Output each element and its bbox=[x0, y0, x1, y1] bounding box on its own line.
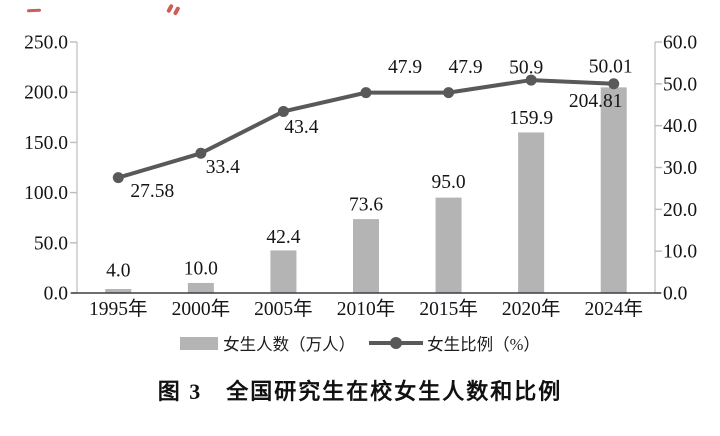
bar-value-label: 159.9 bbox=[509, 108, 553, 129]
line-legend-dot-icon bbox=[390, 337, 403, 349]
line-value-label: 43.4 bbox=[284, 117, 318, 138]
right-axis-tick-label: 50.0 bbox=[663, 74, 697, 95]
bar-value-label: 4.0 bbox=[106, 260, 130, 281]
left-axis-tick-label: 150.0 bbox=[24, 133, 68, 154]
bar-legend-label: 女生人数（万人） bbox=[223, 335, 356, 354]
left-axis-tick-label: 100.0 bbox=[24, 183, 68, 204]
line-point-2000年 bbox=[195, 147, 207, 159]
right-axis-tick-label: 0.0 bbox=[663, 284, 687, 305]
chart-legend: 女生人数（万人） 女生比例（%） bbox=[0, 333, 720, 354]
x-axis-category-label: 2024年 bbox=[584, 298, 643, 320]
line-point-2024年 bbox=[608, 78, 620, 90]
bar-2010年 bbox=[353, 219, 379, 293]
x-axis-category-label: 2000年 bbox=[172, 298, 231, 320]
bar-value-label: 204.81 bbox=[569, 91, 623, 112]
figure-caption: 图 3 全国研究生在校女生人数和比例 bbox=[157, 379, 563, 404]
line-point-2010年 bbox=[360, 87, 372, 99]
right-axis-tick-label: 20.0 bbox=[663, 200, 697, 221]
bar-1995年 bbox=[105, 288, 132, 293]
line-value-label: 50.9 bbox=[509, 58, 543, 79]
bar-2005年 bbox=[270, 250, 297, 293]
bar-value-label: 95.0 bbox=[432, 172, 466, 193]
left-axis-tick-label: 250.0 bbox=[24, 33, 68, 54]
left-axis-tick-label: 200.0 bbox=[24, 83, 68, 104]
left-axis-tick-label: 0.0 bbox=[44, 284, 68, 305]
chart-canvas: 0.0 50.0 100.0 150.0 200.0 250.0 0.0 10.0 20.0 30… bbox=[24, 33, 697, 321]
line-legend-label: 女生比例（%） bbox=[427, 335, 540, 354]
line-point-2005年 bbox=[277, 105, 289, 117]
right-axis-tick-label: 40.0 bbox=[663, 116, 697, 137]
right-axis-tick-label: 30.0 bbox=[663, 158, 697, 179]
line-value-label: 47.9 bbox=[449, 57, 483, 78]
line-point-2020年 bbox=[525, 74, 537, 86]
line-legend-marker-icon bbox=[369, 337, 424, 349]
x-axis-category-label: 2020年 bbox=[502, 298, 561, 320]
line-value-label: 47.9 bbox=[388, 57, 422, 78]
bar-value-label: 10.0 bbox=[184, 258, 218, 279]
right-axis-tick-label: 60.0 bbox=[663, 33, 697, 54]
line-point-2015年 bbox=[443, 87, 455, 99]
bar-2000年 bbox=[187, 282, 214, 293]
bar-2020年 bbox=[518, 132, 545, 293]
bar-2024年 bbox=[600, 87, 627, 293]
bar-value-label: 42.4 bbox=[266, 227, 300, 248]
bar-value-label: 73.6 bbox=[349, 195, 383, 216]
line-value-label: 27.58 bbox=[130, 181, 174, 202]
line-point-1995年 bbox=[112, 172, 124, 184]
x-axis-category-label: 2015年 bbox=[419, 298, 478, 320]
left-axis-tick-label: 50.0 bbox=[34, 233, 68, 254]
x-axis-category-label: 2010年 bbox=[337, 298, 396, 320]
x-axis-category-label: 1995年 bbox=[89, 298, 148, 320]
bar-2015年 bbox=[435, 197, 462, 293]
right-axis-tick-label: 10.0 bbox=[663, 242, 697, 263]
x-axis-category-label: 2005年 bbox=[254, 298, 313, 320]
bar-legend-swatch bbox=[180, 336, 219, 350]
line-value-label: 33.4 bbox=[206, 157, 240, 178]
line-value-label: 50.01 bbox=[589, 56, 633, 77]
